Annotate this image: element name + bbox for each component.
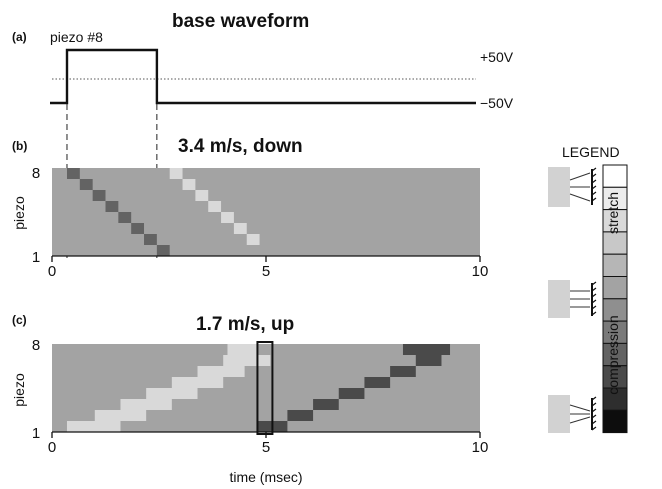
panel-c-cell (171, 377, 224, 388)
panel-c-cell (364, 377, 391, 388)
panel-b-ytick-top: 8 (32, 165, 40, 182)
panel-a-letter: (a) (12, 30, 27, 44)
panel-c-plot: 0 5 10 (48, 341, 489, 456)
legend-swatch (602, 409, 628, 434)
panel-b-cell (92, 190, 106, 201)
panel-b-cell (131, 223, 145, 234)
panel-b-cell (182, 179, 196, 190)
panel-b-ytick-bottom: 1 (32, 249, 40, 266)
legend-swatch (602, 164, 628, 188)
waveform-high-label: +50V (480, 49, 514, 65)
piezo-stretch-icon (548, 167, 597, 207)
panel-b-xtick-label: 5 (262, 263, 270, 280)
panel-c-xtick-label: 0 (48, 439, 56, 456)
panel-c-cell (287, 410, 314, 421)
panel-c-cell (313, 399, 339, 410)
waveform-signal-label: piezo #8 (50, 29, 103, 45)
panel-c-cell (66, 421, 121, 432)
panel-c-cell (227, 344, 258, 355)
panel-b-cell (208, 201, 222, 212)
panel-b-cell (79, 179, 93, 190)
panel-b-xtick-label: 0 (48, 263, 56, 280)
panel-b-xtick-label: 10 (472, 263, 489, 280)
panel-b-cell (195, 190, 209, 201)
panel-b-cell (169, 168, 183, 179)
panel-c-xlabel: time (msec) (229, 469, 302, 485)
panel-b-cell (246, 234, 260, 245)
legend-colorbar (602, 164, 628, 434)
panel-b-cell (118, 212, 132, 223)
panel-b-ylabel: piezo (11, 196, 27, 230)
panel-c-cell (94, 410, 147, 421)
panel-c-xtick-label: 10 (472, 439, 489, 456)
panel-b-cell (156, 245, 170, 256)
panel-a-title: base waveform (172, 11, 309, 32)
legend-title: LEGEND (562, 144, 620, 160)
panel-c-title: 1.7 m/s, up (196, 314, 294, 335)
panel-b-plot: 0 5 10 (48, 168, 489, 280)
legend-swatch (602, 231, 628, 255)
legend: LEGEND stretch compression (548, 144, 628, 434)
panel-b-cell (144, 234, 157, 245)
panel-a: (a) base waveform piezo #8 +50V −50V (12, 11, 514, 258)
panel-b-cell (221, 212, 234, 223)
panel-c-cell (390, 366, 416, 377)
panel-c-cell (338, 388, 365, 399)
piezo-neutral-icon (548, 280, 597, 318)
legend-swatch (602, 253, 628, 277)
panel-c-ytick-top: 8 (32, 337, 40, 354)
panel-c-xtick-label: 5 (262, 439, 270, 456)
panel-b-cell (105, 201, 119, 212)
legend-stretch-label: stretch (605, 192, 621, 234)
panel-c-ytick-bottom: 1 (32, 425, 40, 442)
waveform-line (50, 48, 476, 105)
panel-c-highlight-box (256, 341, 274, 435)
panel-b-letter: (b) (12, 139, 27, 153)
legend-compression-label: compression (605, 315, 621, 394)
panel-c-letter: (c) (12, 313, 27, 327)
panel-c-cell (146, 388, 198, 399)
panel-c-cell (197, 366, 245, 377)
panel-b-title: 3.4 m/s, down (178, 136, 303, 157)
panel-b-cell (66, 168, 80, 179)
legend-swatch (602, 276, 628, 300)
panel-c-ylabel: piezo (11, 373, 27, 407)
waveform-low-label: −50V (480, 95, 514, 111)
piezo-compression-icon (548, 395, 597, 433)
panel-c-cell (223, 355, 271, 366)
panel-b-cell (233, 223, 247, 234)
panel-b: (b) 3.4 m/s, down piezo 8 1 0 5 10 (11, 136, 488, 280)
panel-c: (c) 1.7 m/s, up piezo 8 1 0 5 10 time (mse… (11, 313, 488, 485)
panel-c-cell (415, 355, 442, 366)
panel-c-cell (402, 344, 451, 355)
panel-c-cell (120, 399, 172, 410)
